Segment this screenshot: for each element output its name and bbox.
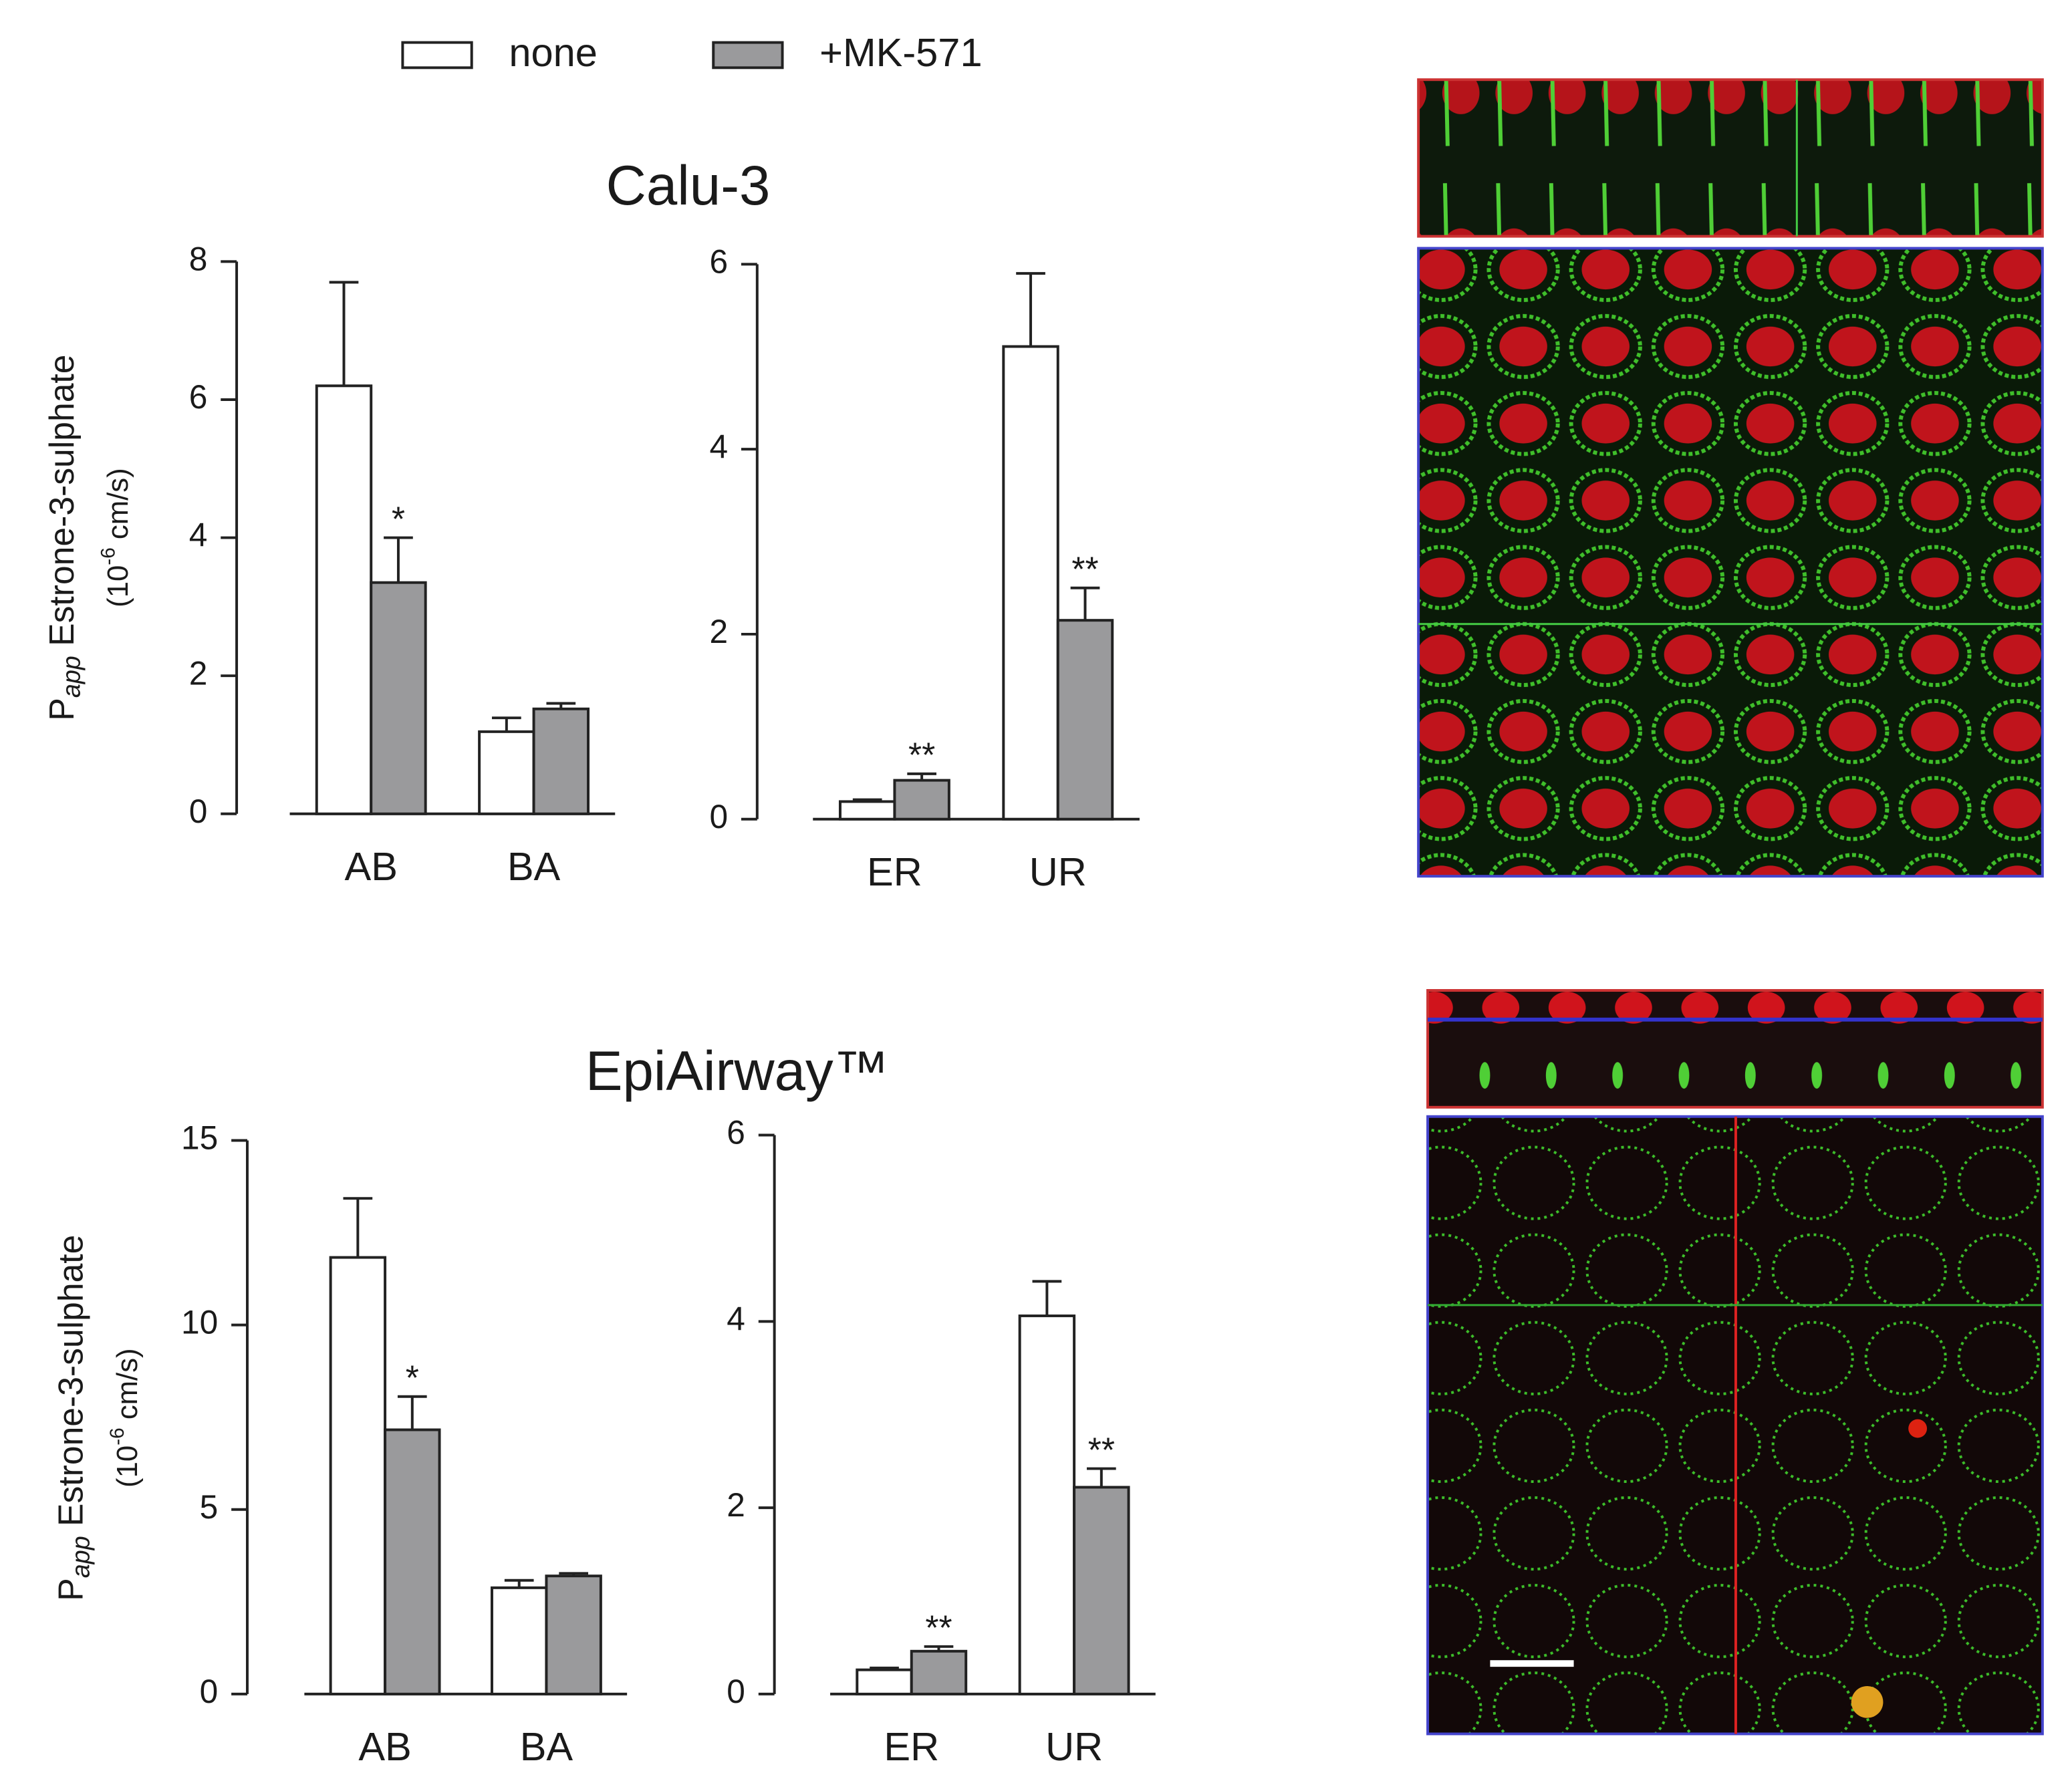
- bar: [329, 1256, 387, 1695]
- bar: [838, 800, 896, 821]
- significance: **: [908, 736, 935, 775]
- x-tick-label: BA: [507, 844, 561, 889]
- bar: [384, 1428, 441, 1695]
- x-tick-label: BA: [520, 1724, 573, 1769]
- y-tick-label: 6: [727, 1114, 745, 1151]
- y-label-part: P: [51, 1578, 90, 1601]
- bar: [315, 384, 373, 815]
- y-tick-label: 2: [189, 654, 208, 692]
- micrograph: [1417, 78, 2044, 238]
- x-tick-label: ER: [884, 1724, 939, 1769]
- x-tick-label: ER: [867, 849, 922, 894]
- y-tick-label: 4: [727, 1300, 745, 1337]
- cell-spot: [1851, 1685, 1884, 1718]
- bar: [491, 1586, 548, 1695]
- y-tick-label: 4: [189, 517, 208, 554]
- y-label-part: Estrone-3-sulphate: [51, 1235, 90, 1536]
- significance: *: [406, 1359, 419, 1397]
- chart-title: EpiAirway™: [586, 1039, 889, 1102]
- legend-swatch: [401, 41, 473, 70]
- cell-spot: [1908, 1419, 1928, 1438]
- units-part: cm/s): [111, 1348, 144, 1427]
- y-tick-label: 2: [709, 613, 728, 650]
- legend-swatch: [712, 41, 784, 70]
- y-tick-label: 15: [181, 1119, 218, 1157]
- x-tick-label: UR: [1045, 1724, 1103, 1769]
- y-tick-label: 4: [709, 428, 728, 465]
- micrograph: [1417, 247, 2044, 878]
- bar: [1002, 345, 1059, 821]
- units-part: cm/s): [102, 468, 134, 547]
- y-axis-label: Papp Estrone-3-sulphate: [41, 355, 85, 721]
- y-tick-label: 0: [727, 1673, 745, 1710]
- y-tick-label: 2: [727, 1486, 745, 1524]
- chart-title: Calu-3: [606, 154, 771, 217]
- units-sup: -6: [97, 547, 119, 565]
- x-tick-label: AB: [344, 844, 397, 889]
- bar: [910, 1649, 968, 1695]
- significance: **: [925, 1609, 952, 1647]
- legend-label: +MK-571: [819, 30, 982, 75]
- x-tick-label: AB: [358, 1724, 411, 1769]
- bar: [856, 1668, 913, 1695]
- y-tick-label: 6: [709, 243, 728, 280]
- y-label-sub: app: [57, 656, 86, 698]
- bar: [532, 707, 590, 815]
- y-tick-label: 0: [189, 793, 208, 830]
- bar: [545, 1574, 602, 1695]
- significance: *: [392, 499, 405, 538]
- y-tick-label: 5: [200, 1488, 219, 1526]
- units-part: (10: [102, 565, 134, 607]
- x-tick-label: UR: [1029, 849, 1087, 894]
- y-tick-label: 8: [189, 240, 208, 277]
- bar: [370, 581, 427, 815]
- significance: **: [1088, 1430, 1115, 1469]
- legend-label: none: [509, 30, 598, 75]
- y-tick-label: 10: [181, 1304, 218, 1341]
- significance: **: [1071, 550, 1098, 589]
- units-part: (10: [111, 1446, 144, 1488]
- micrograph: [1426, 989, 2044, 1109]
- y-tick-label: 6: [189, 378, 208, 416]
- micrographs: [1417, 78, 2044, 1736]
- y-axis-units: (10-6 cm/s): [106, 1348, 144, 1488]
- bar: [1056, 619, 1114, 821]
- y-tick-label: 0: [200, 1673, 219, 1710]
- bar: [1018, 1314, 1076, 1695]
- bar: [478, 730, 535, 815]
- y-label-part: Estrone-3-sulphate: [41, 355, 80, 656]
- y-label-part: P: [41, 698, 80, 720]
- bar: [893, 779, 950, 821]
- y-tick-label: 0: [709, 798, 728, 835]
- y-axis-units: (10-6 cm/s): [97, 468, 134, 607]
- y-label-sub: app: [67, 1536, 95, 1578]
- units-sup: -6: [106, 1427, 128, 1445]
- bar: [1073, 1486, 1130, 1695]
- y-axis-label: Papp Estrone-3-sulphate: [51, 1235, 94, 1601]
